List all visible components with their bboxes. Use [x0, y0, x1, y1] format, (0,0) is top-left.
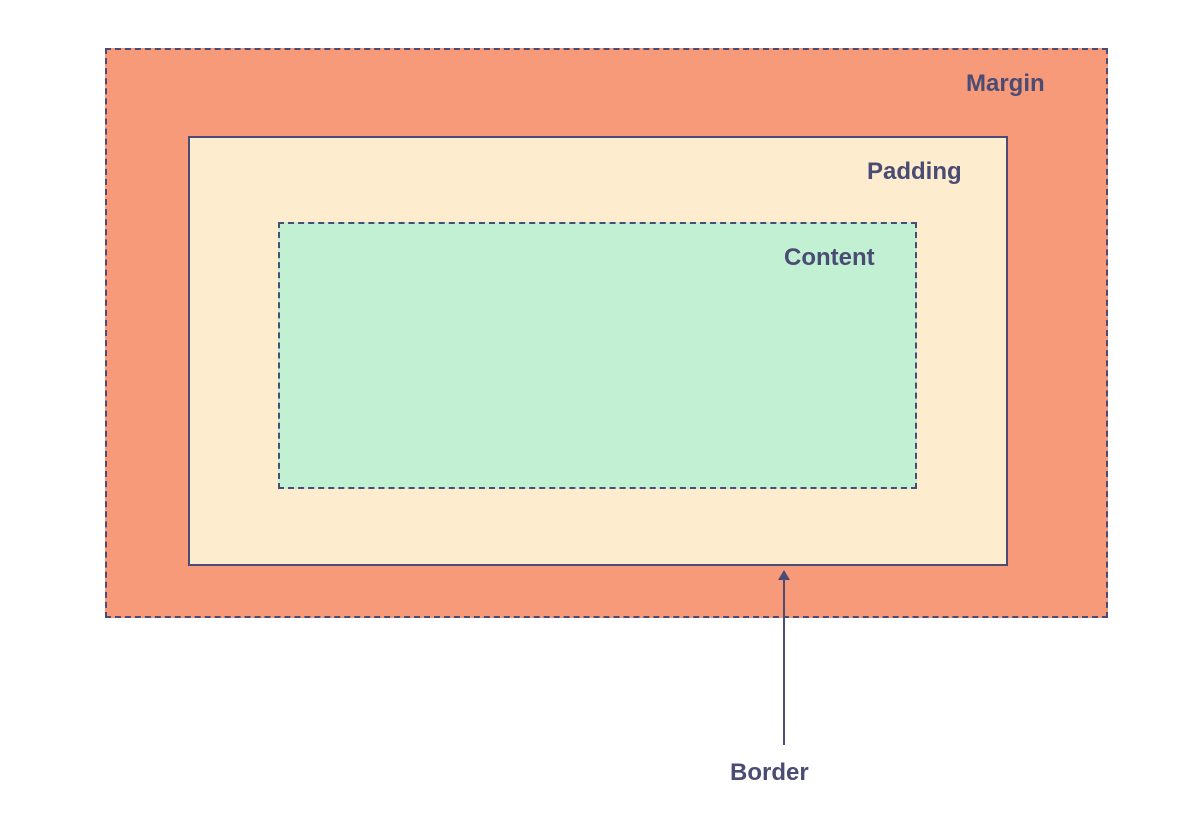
- border-arrow: [772, 558, 796, 757]
- padding-label: Padding: [867, 158, 962, 186]
- margin-label: Margin: [966, 70, 1045, 98]
- box-model-diagram: Margin Padding Content Border: [0, 0, 1200, 829]
- content-label: Content: [784, 244, 875, 272]
- border-label: Border: [730, 759, 809, 787]
